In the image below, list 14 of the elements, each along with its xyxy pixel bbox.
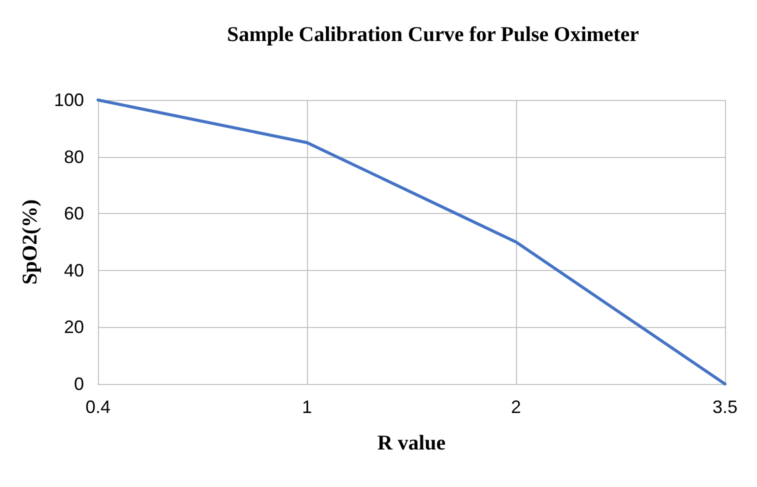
y-tick-label: 40 [64, 260, 84, 280]
y-tick-label: 20 [64, 317, 84, 338]
line-series [96, 98, 726, 386]
x-tick-label: 0.4 [85, 397, 111, 417]
y-axis-title: SpO2(%) [18, 199, 42, 285]
x-tick-label: 3.5 [712, 397, 738, 417]
y-tick-label: 60 [64, 204, 84, 224]
x-tick-label: 1 [302, 397, 312, 417]
y-tick-label: 80 [64, 146, 84, 167]
y-tick-label: 0 [74, 374, 84, 394]
chart-title: Sample Calibration Curve for Pulse Oximeter [227, 22, 639, 46]
y-tick-label: 100 [54, 90, 84, 110]
x-tick-label: 2 [510, 397, 522, 417]
x-axis-title: R value [377, 430, 446, 454]
